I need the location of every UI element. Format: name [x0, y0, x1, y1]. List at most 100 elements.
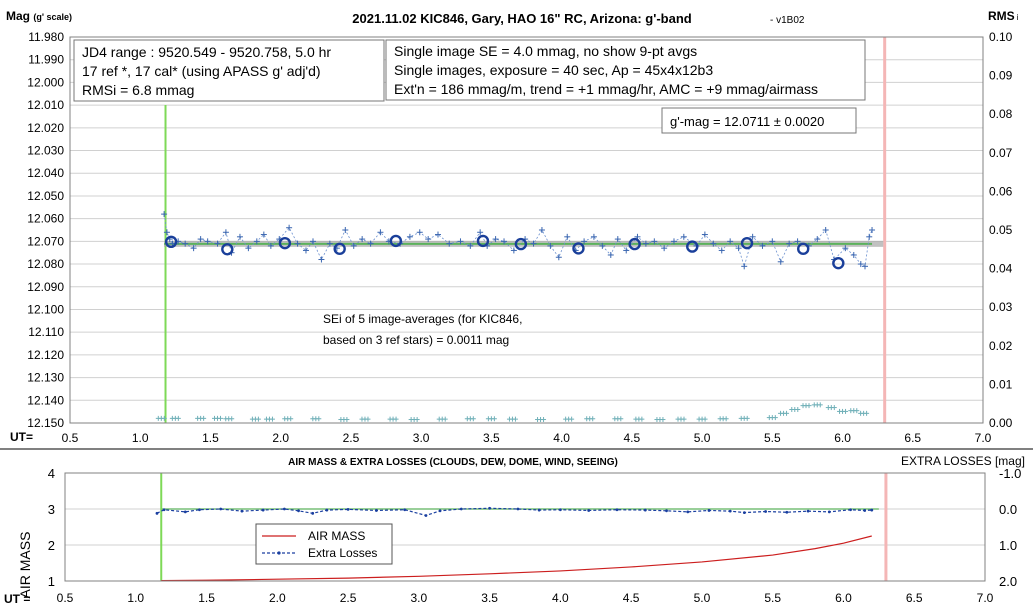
- single-image-point: [862, 263, 869, 270]
- top-y-tick-label: 12.100: [27, 302, 64, 316]
- rms-point: [854, 408, 860, 414]
- extra-losses-point: [183, 510, 187, 514]
- rms-point: [817, 402, 823, 408]
- single-image-point: [866, 233, 873, 240]
- image-average-point: [572, 242, 585, 255]
- bottom-y-tick-label: 4: [48, 466, 55, 481]
- rms-point: [639, 416, 645, 422]
- rms-point: [569, 416, 575, 422]
- rms-point: [843, 408, 849, 414]
- bottom-x-label: UT =: [4, 592, 30, 606]
- top-x-label: UT=: [10, 430, 33, 444]
- extra-losses-point: [643, 508, 647, 512]
- rms-point: [316, 416, 322, 422]
- single-image-point: [842, 245, 849, 252]
- top-y2-tick-label: 0.08: [989, 107, 1013, 121]
- bottom-x-tick-label: 1.5: [198, 591, 215, 605]
- rms-point: [201, 415, 207, 421]
- top-y-tick-label: 12.130: [27, 371, 64, 385]
- extra-losses-point: [297, 509, 300, 513]
- bottom-y2-tick-label: 2.0: [999, 574, 1017, 589]
- single-image-point: [769, 238, 776, 245]
- extra-losses-point: [325, 508, 329, 512]
- top-y-tick-label: 12.000: [27, 75, 64, 89]
- single-image-point: [377, 229, 384, 236]
- top-y-tick-label: 12.120: [27, 348, 64, 362]
- annotation-settings-line-3: Ext'n = 186 mmag/m, trend = +1 mmag/hr, …: [394, 81, 818, 97]
- top-y2-tick-label: 0.01: [989, 377, 1013, 391]
- bottom-x-tick-label: 6.5: [906, 591, 923, 605]
- extra-losses-point: [849, 508, 852, 512]
- top-x-tick-labels: 0.5 1.0 1.5 2.0 2.5 3.0 3.5 4.0 4.5 5.0 5.5 6.0 6.5 7…: [62, 431, 992, 445]
- single-image-point: [564, 233, 571, 240]
- single-image-point: [302, 247, 309, 254]
- top-y-tick-label: 12.070: [27, 234, 64, 248]
- top-y2-tick-labels: 0.10 0.09 0.08 0.07 0.06 0.05 0.04 0.03 0.02 0.01…: [989, 30, 1013, 430]
- single-image-point: [510, 247, 517, 254]
- bottom-y2-tick-labels: -1.0 0.0 1.0 2.0: [999, 466, 1021, 589]
- image-average-point: [514, 237, 528, 251]
- single-image-point: [741, 263, 748, 270]
- top-y2-tick-label: 0.05: [989, 223, 1013, 237]
- single-image-point: [661, 245, 668, 252]
- bottom-x-tick-label: 7.0: [977, 591, 994, 605]
- annotation-sei-note: SEi of 5 image-averages (for KIC846, bas…: [323, 312, 522, 347]
- annotation-range-line-3: RMSi = 6.8 mmag: [82, 82, 194, 98]
- top-y-tick-label: 12.010: [27, 98, 64, 112]
- single-image-point: [214, 240, 221, 247]
- rms-point: [175, 415, 181, 421]
- single-image-point: [359, 236, 366, 243]
- rms-point: [541, 417, 547, 423]
- bottom-x-tick-label: 2.5: [340, 591, 357, 605]
- single-image-point: [530, 240, 537, 247]
- single-image-point: [727, 238, 734, 245]
- extra-losses-point: [686, 510, 690, 514]
- extra-losses-point: [374, 509, 378, 512]
- image-average-point: [740, 236, 754, 250]
- single-image-point: [342, 227, 349, 233]
- single-image-point: [599, 242, 606, 249]
- single-image-point: [425, 236, 432, 243]
- image-average-point: [389, 234, 403, 248]
- annotation-sei-line-2: based on 3 ref stars) = 0.0011 mag: [323, 333, 509, 347]
- extra-losses-point: [806, 509, 810, 513]
- bottom-y2-tick-label: -1.0: [999, 466, 1021, 481]
- top-y-tick-label: 11.980: [28, 30, 64, 44]
- rms-point: [702, 416, 708, 422]
- top-y2-label-sub: i: [1017, 13, 1019, 22]
- single-image-point: [680, 233, 687, 240]
- rms-point: [288, 416, 294, 422]
- top-y2-tick-label: 0.03: [989, 300, 1013, 314]
- single-image-point: [857, 261, 864, 268]
- bottom-x-tick-label: 5.5: [764, 591, 781, 605]
- single-image-point: [467, 242, 474, 249]
- extra-losses-point: [162, 508, 166, 512]
- annotation-box-gmag: g'-mag = 12.0711 ± 0.0020: [661, 107, 857, 134]
- single-images-points: [161, 211, 876, 270]
- single-images-connector: [163, 214, 873, 268]
- rms-point: [229, 416, 235, 422]
- annotation-box-range: JD4 range : 9520.549 - 9520.758, 5.0 hr …: [73, 39, 385, 102]
- top-y-label: Mag (g' scale): [6, 9, 72, 23]
- extra-losses-point: [587, 509, 591, 512]
- rms-point: [365, 416, 371, 422]
- single-image-point: [253, 238, 260, 245]
- single-image-point: [590, 233, 597, 240]
- bottom-y-tick-label: 2: [48, 538, 55, 553]
- top-y2-tick-label: 0.04: [989, 262, 1013, 276]
- top-y-label-main: Mag: [6, 9, 30, 23]
- rms-point: [470, 416, 476, 422]
- top-y-label-sub: (g' scale): [33, 12, 72, 22]
- top-chart-title: 2021.11.02 KIC846, Gary, HAO 16" RC, Ari…: [352, 11, 691, 26]
- single-image-point: [710, 240, 717, 247]
- rms-point: [217, 415, 223, 421]
- top-x-tick-label: 6.5: [904, 431, 921, 445]
- top-x-tick-label: 4.0: [553, 431, 570, 445]
- bottom-legend: AIR MASS Extra Losses: [255, 523, 393, 565]
- extra-losses-point: [728, 509, 732, 513]
- annotation-range-line-2: 17 ref *, 17 cal* (using APASS g' adj'd): [82, 63, 321, 79]
- extra-losses-line: [156, 507, 872, 517]
- top-y-tick-label: 12.030: [27, 144, 64, 158]
- single-image-point: [581, 238, 588, 245]
